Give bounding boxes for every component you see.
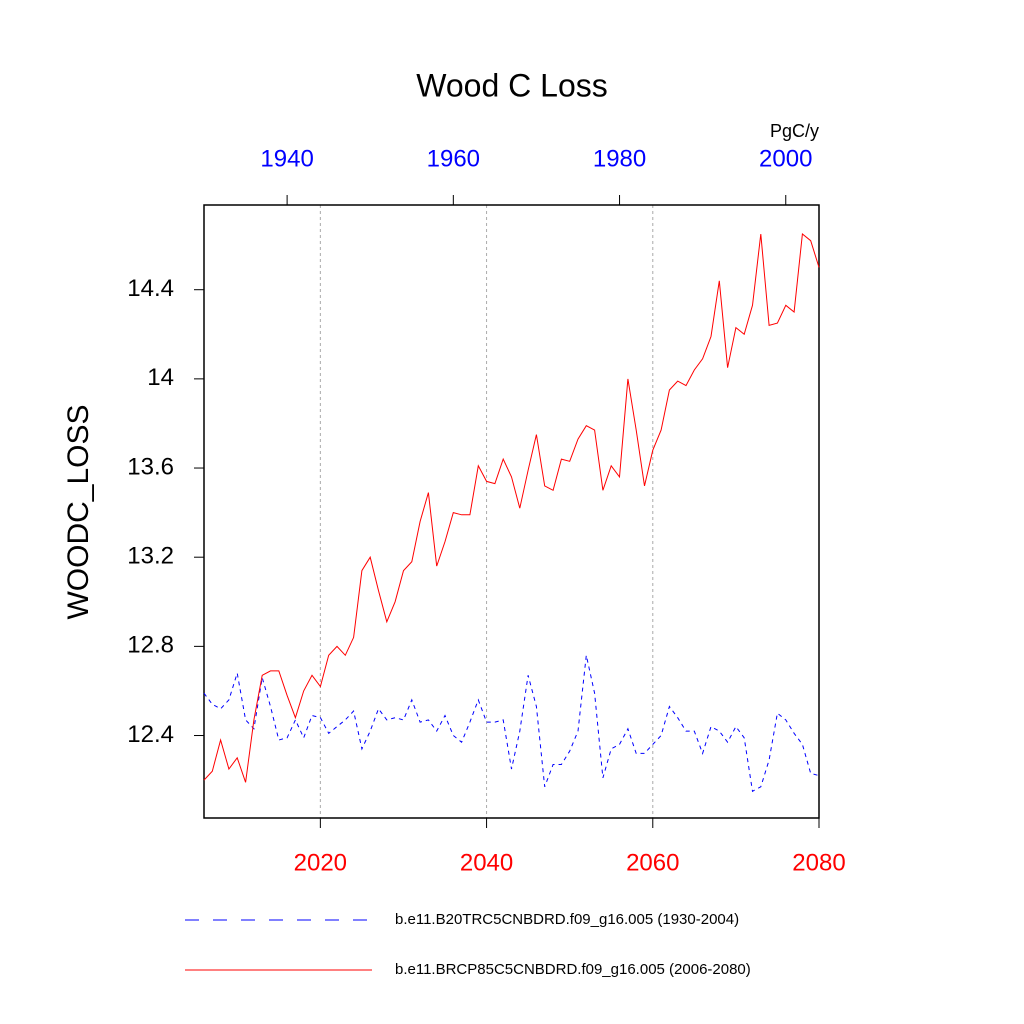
series-line (203, 655, 820, 793)
y-tick-label: 12.8 (127, 632, 174, 659)
y-tick-label: 14.4 (127, 275, 174, 302)
x2-tick-label: 2000 (759, 145, 812, 172)
x2-tick-label: 1980 (593, 145, 646, 172)
y-tick-label: 13.2 (127, 543, 174, 570)
x2-tick-label: 1960 (427, 145, 480, 172)
x-tick-label: 2040 (460, 849, 513, 876)
y-axis-label: WOODC_LOSS (62, 404, 95, 619)
y-tick-label: 14 (147, 364, 174, 391)
series-line (203, 233, 820, 783)
y-tick-label: 13.6 (127, 453, 174, 480)
plot-frame (203, 204, 820, 819)
y-tick-label: 12.4 (127, 721, 174, 748)
x-tick-label: 2020 (294, 849, 347, 876)
x-tick-label: 2080 (792, 849, 845, 876)
units-label: PgC/y (770, 121, 819, 141)
legend-label: b.e11.BRCP85C5CNBDRD.f09_g16.005 (2006-2… (395, 961, 751, 978)
legend-label: b.e11.B20TRC5CNBDRD.f09_g16.005 (1930-20… (395, 911, 739, 928)
x2-tick-label: 1940 (260, 145, 313, 172)
chart-title: Wood C Loss (416, 67, 608, 103)
x-tick-label: 2060 (626, 849, 679, 876)
